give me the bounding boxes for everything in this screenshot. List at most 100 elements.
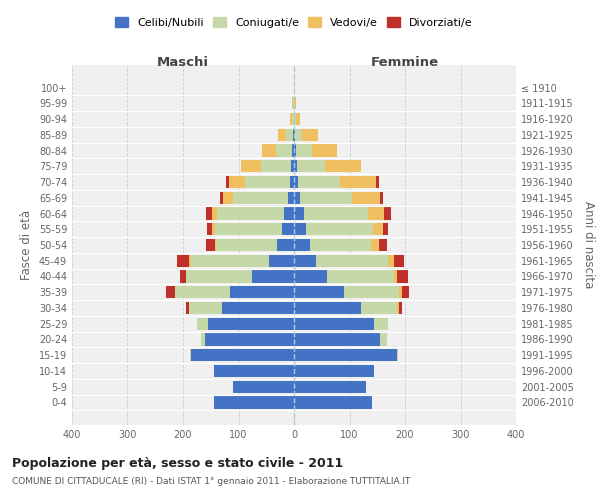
Bar	[212, 208, 217, 220]
Bar	[294, 365, 374, 377]
Bar	[197, 318, 208, 330]
Bar	[397, 270, 408, 282]
Bar	[292, 113, 294, 125]
Bar	[206, 239, 215, 251]
Bar	[400, 302, 402, 314]
Bar	[233, 192, 289, 204]
Bar	[294, 128, 295, 141]
Bar	[278, 128, 286, 141]
Bar	[397, 302, 400, 314]
Bar	[215, 223, 282, 235]
Bar	[217, 208, 284, 220]
Bar	[262, 144, 275, 156]
Bar	[294, 334, 380, 345]
Bar	[312, 144, 337, 156]
Text: COMUNE DI CITTADUCALE (RI) - Dati ISTAT 1° gennaio 2011 - Elaborazione TUTTITALI: COMUNE DI CITTADUCALE (RI) - Dati ISTAT …	[12, 478, 410, 486]
Bar	[394, 270, 397, 282]
Bar	[292, 97, 293, 110]
Bar	[368, 208, 385, 220]
Bar	[223, 192, 233, 204]
Bar	[217, 239, 277, 251]
Y-axis label: Anni di nascita: Anni di nascita	[581, 202, 595, 288]
Bar	[306, 223, 373, 235]
Bar	[352, 192, 380, 204]
Bar	[294, 349, 397, 362]
Bar	[304, 208, 368, 220]
Bar	[294, 318, 374, 330]
Bar	[220, 192, 223, 204]
Bar	[294, 286, 344, 298]
Bar	[380, 192, 383, 204]
Bar	[376, 176, 379, 188]
Bar	[344, 286, 400, 298]
Bar	[373, 223, 383, 235]
Bar	[310, 239, 371, 251]
Text: Popolazione per età, sesso e stato civile - 2011: Popolazione per età, sesso e stato civil…	[12, 458, 343, 470]
Bar	[296, 144, 312, 156]
Bar	[206, 208, 212, 220]
Text: Maschi: Maschi	[157, 56, 209, 70]
Bar	[284, 208, 294, 220]
Bar	[229, 176, 245, 188]
Bar	[298, 176, 340, 188]
Bar	[222, 302, 294, 314]
Bar	[277, 239, 294, 251]
Bar	[294, 160, 297, 172]
Bar	[188, 302, 222, 314]
Bar	[371, 239, 379, 251]
Bar	[294, 113, 296, 125]
Bar	[253, 270, 294, 282]
Bar	[261, 160, 291, 172]
Bar	[230, 286, 294, 298]
Bar	[316, 254, 388, 267]
Bar	[186, 302, 188, 314]
Y-axis label: Fasce di età: Fasce di età	[20, 210, 33, 280]
Bar	[191, 254, 269, 267]
Bar	[289, 192, 294, 204]
Bar	[294, 144, 296, 156]
Bar	[191, 349, 294, 362]
Bar	[207, 223, 212, 235]
Bar	[340, 176, 376, 188]
Bar	[208, 318, 294, 330]
Bar	[294, 97, 296, 110]
Bar	[188, 254, 191, 267]
Bar	[394, 254, 404, 267]
Bar	[294, 396, 372, 408]
Bar	[291, 160, 294, 172]
Bar	[186, 270, 253, 282]
Bar	[215, 239, 217, 251]
Bar	[214, 365, 294, 377]
Bar	[205, 334, 294, 345]
Bar	[294, 176, 298, 188]
Bar	[175, 286, 230, 298]
Bar	[201, 334, 205, 345]
Bar	[269, 254, 294, 267]
Bar	[286, 128, 293, 141]
Text: Femmine: Femmine	[371, 56, 439, 70]
Bar	[388, 254, 394, 267]
Bar	[385, 208, 391, 220]
Bar	[299, 192, 352, 204]
Bar	[166, 286, 175, 298]
Bar	[294, 254, 316, 267]
Bar	[190, 349, 191, 362]
Bar	[361, 302, 397, 314]
Bar	[178, 254, 188, 267]
Legend: Celibi/Nubili, Coniugati/e, Vedovi/e, Divorziati/e: Celibi/Nubili, Coniugati/e, Vedovi/e, Di…	[111, 13, 477, 32]
Bar	[214, 396, 294, 408]
Bar	[292, 144, 294, 156]
Bar	[294, 192, 299, 204]
Bar	[402, 286, 409, 298]
Bar	[380, 334, 386, 345]
Bar	[290, 176, 294, 188]
Bar	[295, 128, 302, 141]
Bar	[290, 113, 292, 125]
Bar	[383, 223, 388, 235]
Bar	[226, 176, 229, 188]
Bar	[294, 380, 366, 393]
Bar	[294, 302, 361, 314]
Bar	[294, 208, 304, 220]
Bar	[297, 160, 325, 172]
Bar	[294, 270, 328, 282]
